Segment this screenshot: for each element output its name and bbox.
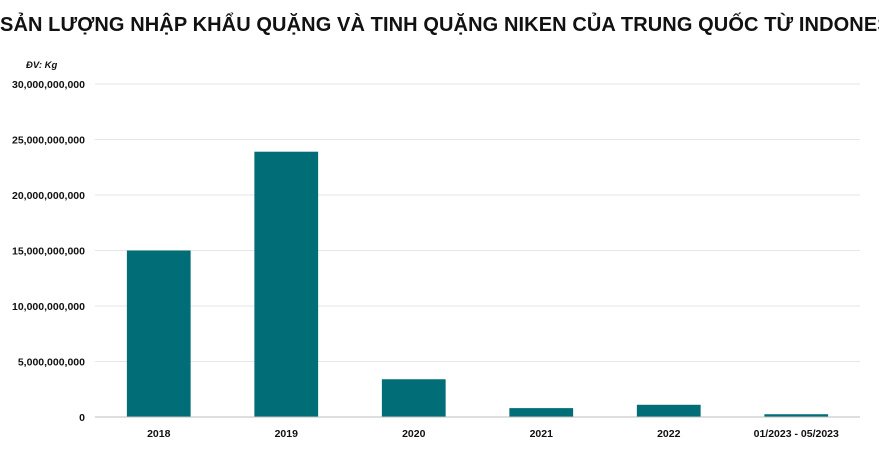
- bar-2022: [636, 404, 701, 417]
- y-tick-label: 10,000,000,000: [12, 301, 85, 313]
- unit-label: ĐV: Kg: [26, 60, 58, 71]
- x-tick-label: 2022: [657, 428, 681, 440]
- bar-01-2023-05-2023: [764, 414, 829, 417]
- gridlines: [95, 83, 860, 362]
- x-tick-label: 2021: [530, 428, 554, 440]
- bar-2019: [254, 151, 319, 417]
- y-axis-tick-labels: 0 5,000,000,000 10,000,000,000 15,000,000,0…: [12, 79, 85, 424]
- bar-2020: [381, 379, 446, 417]
- bar-2021: [509, 408, 574, 417]
- x-tick-label: 2018: [147, 428, 171, 440]
- x-tick-label: 2020: [402, 428, 426, 440]
- y-tick-label: 30,000,000,000: [12, 79, 85, 91]
- x-tick-label: 2019: [275, 428, 299, 440]
- x-tick-label: 01/2023 - 05/2023: [754, 428, 839, 440]
- y-tick-label: 25,000,000,000: [12, 135, 85, 147]
- y-tick-label: 15,000,000,000: [12, 246, 85, 258]
- y-tick-label: 20,000,000,000: [12, 190, 85, 202]
- bar-2018: [126, 250, 191, 417]
- chart-title: SẢN LƯỢNG NHẬP KHẨU QUẶNG VÀ TINH QUẶNG …: [0, 14, 879, 36]
- bars: [126, 151, 829, 417]
- x-axis-tick-labels: 2018 2019 2020 2021 2022 01/2023 - 05/2023: [147, 428, 839, 440]
- y-tick-label: 5,000,000,000: [18, 357, 85, 369]
- y-tick-label: 0: [79, 412, 85, 424]
